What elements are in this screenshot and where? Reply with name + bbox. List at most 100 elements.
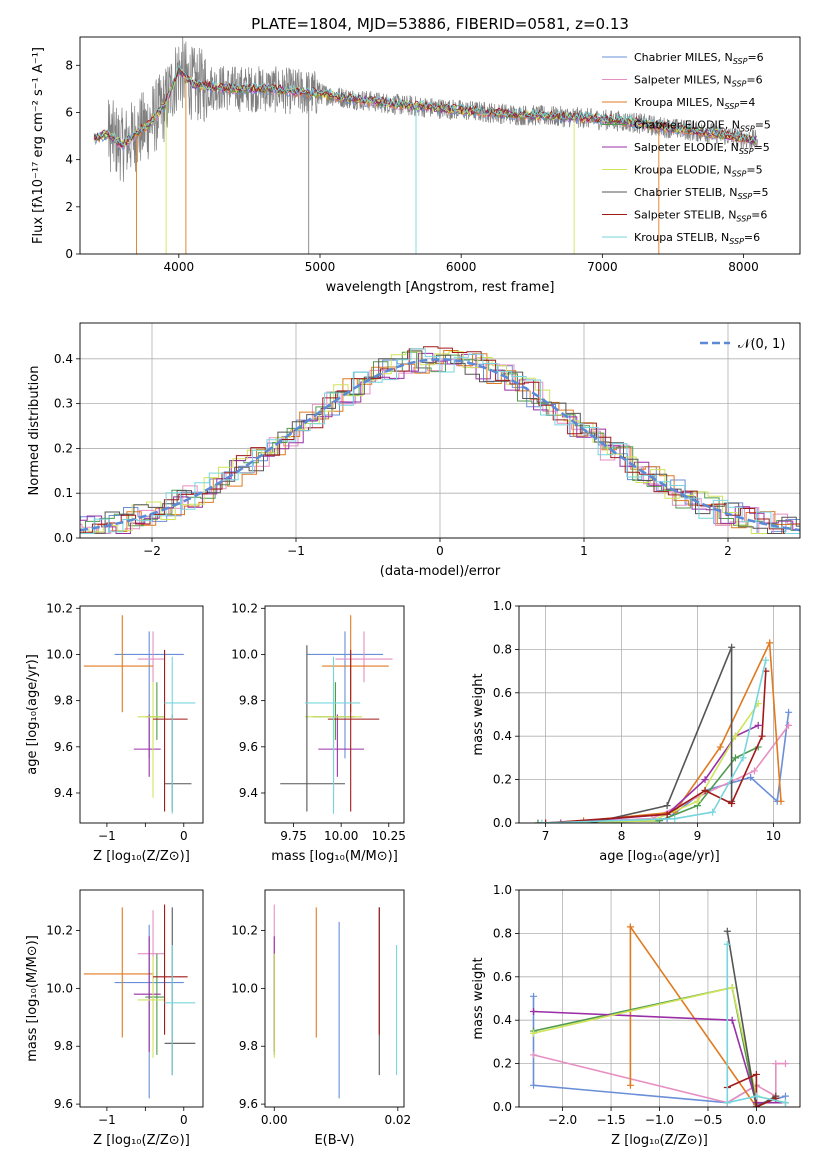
x-tick-label: 0 <box>180 829 188 843</box>
x-tick-label: −0.5 <box>693 1113 722 1127</box>
y-tick-label: 0.4 <box>54 352 73 366</box>
legend-entry-sub: SSP <box>740 125 755 134</box>
y-axis-label: Normed distribution <box>27 366 42 496</box>
weight-marker-chabrier-stelib <box>723 927 731 935</box>
weight-marker-kroupa-elodie <box>648 817 656 823</box>
gaussian-curve <box>80 358 800 532</box>
weight-marker-kroupa-elodie <box>530 1029 538 1037</box>
y-tick-label: 10.0 <box>46 981 73 995</box>
y-tick-label: 1.0 <box>493 599 512 613</box>
legend-entry-tail: =6 <box>751 209 767 222</box>
legend-entry-text: Salpeter STELIB, N <box>634 209 736 222</box>
mass_vs_ebv-errorbars <box>273 904 398 1099</box>
y-tick-label: 10.0 <box>231 647 258 661</box>
y-tick-label: 0.8 <box>493 642 512 656</box>
legend-entry-text: Salpeter ELODIE, N <box>634 141 739 154</box>
weight_vs_age-lines <box>534 639 793 823</box>
weight-marker-salpeter-elodie <box>530 1008 538 1016</box>
y-tick-label: 0.0 <box>54 531 73 545</box>
y-tick-label: 9.8 <box>54 1039 73 1053</box>
x-tick-label: 10 <box>766 829 781 843</box>
legend-entry-sub: SSP <box>733 57 748 66</box>
weight-marker-salpeter-elodie <box>728 1016 736 1024</box>
legend-entry-text: Chabrier ELODIE, N <box>634 119 740 132</box>
weight_vs_age-frame <box>518 605 801 824</box>
x-tick-label: 8000 <box>728 260 759 274</box>
legend-entry-sub: SSP <box>732 170 747 179</box>
histogram-salpeter-elodie <box>80 352 800 534</box>
age_vs_Z-axes: −1 0 9.4 9.6 9.8 10.0 10.2 Z [log₁₀(Z/Z⊙)] age [… <box>25 601 190 864</box>
y-tick-label: 0.2 <box>493 773 512 787</box>
y-axis-label: mass weight <box>471 673 486 755</box>
age_vs_mass-axes: 9.75 10.00 10.25 9.4 9.6 9.8 10.0 10.2 mass [log… <box>231 601 406 864</box>
weight-marker-kroupa-miles <box>626 1081 634 1089</box>
model-spectrum-kroupa-stelib <box>93 64 757 146</box>
x-tick-label: 7000 <box>587 260 618 274</box>
spectrum-title: PLATE=1804, MJD=53886, FIBERID=0581, z=0… <box>251 15 629 33</box>
weight-marker-kroupa-stelib <box>671 815 679 823</box>
x-tick-label: 10.00 <box>324 829 358 843</box>
age_vs_Z-frame <box>79 605 204 824</box>
x-tick-label: 8 <box>618 829 626 843</box>
legend-entry: Salpeter ELODIE, NSSP=5 <box>634 141 770 156</box>
x-tick-label: 0.02 <box>384 1113 411 1127</box>
legend-entry: Chabrier MILES, NSSP=6 <box>634 51 764 66</box>
weight-marker-salpeter-stelib <box>542 819 550 823</box>
y-tick-label: 0.6 <box>493 686 512 700</box>
legend-entry-sub: SSP <box>732 80 747 89</box>
legend-entry-tail: =5 <box>746 164 762 177</box>
weight-marker-salpeter-elodie <box>557 819 565 823</box>
legend-entry-tail: =4 <box>739 96 755 109</box>
mass_vs_ebv-axes: 0.00 0.02 9.6 9.8 10.0 10.2 E(B-V) <box>231 924 411 1148</box>
age_vs_Z-errorbars <box>83 615 196 814</box>
x-axis-label: (data-model)/error <box>380 564 501 579</box>
y-axis-label: age [log₁₀(age/yr)] <box>25 654 40 775</box>
y-tick-label: 9.8 <box>239 1039 258 1053</box>
x-tick-label: −1 <box>287 544 305 558</box>
y-tick-label: 9.6 <box>239 1097 258 1111</box>
legend-entry: Chabrier STELIB, NSSP=5 <box>634 186 768 201</box>
x-tick-label: 5000 <box>305 260 336 274</box>
legend-entry-text: Kroupa ELODIE, N <box>634 164 732 177</box>
weight_vs_Z-lines <box>530 923 789 1107</box>
x-axis-label: mass [log₁₀(M/M⊙)] <box>271 849 398 864</box>
weight-marker-salpeter-elodie <box>754 721 762 729</box>
histogram-salpeter-stelib <box>80 346 800 534</box>
y-tick-label: 0.0 <box>493 816 512 830</box>
x-tick-label: 0.0 <box>747 1113 766 1127</box>
y-tick-label: 0.8 <box>493 926 512 940</box>
x-axis-label: E(B-V) <box>314 1133 354 1148</box>
x-tick-label: 9 <box>694 829 702 843</box>
weight-marker-kroupa-stelib <box>723 940 731 948</box>
weight-line-salpeter-stelib <box>726 1073 777 1107</box>
x-tick-label: 0 <box>436 544 444 558</box>
weight-marker-salpeter-stelib <box>701 786 709 794</box>
weight-marker-salpeter-elodie <box>701 776 709 784</box>
x-tick-label: 7 <box>542 829 550 843</box>
y-tick-label: 1.0 <box>493 883 512 897</box>
weight-marker-kroupa-elodie <box>693 797 701 805</box>
y-axis-label: mass weight <box>471 957 486 1039</box>
weight-marker-chabrier-miles <box>785 708 793 716</box>
y-tick-label: 0.3 <box>54 397 73 411</box>
y-tick-label: 6 <box>65 105 73 119</box>
y-tick-label: 9.8 <box>54 694 73 708</box>
histogram-chabrier-elodie <box>80 351 800 534</box>
legend-entry-sub: SSP <box>724 102 739 111</box>
y-tick-label: 0.4 <box>493 1013 512 1027</box>
legend-entry-sub: SSP <box>739 147 754 156</box>
weight-marker-salpeter-stelib <box>752 1070 760 1078</box>
x-tick-label: 1 <box>580 544 588 558</box>
x-tick-label: 4000 <box>164 260 195 274</box>
y-tick-label: 9.6 <box>54 740 73 754</box>
x-tick-label: 6000 <box>446 260 477 274</box>
y-tick-label: 10.2 <box>46 924 73 938</box>
weight-marker-kroupa-stelib <box>723 1099 731 1107</box>
y-tick-label: 10.2 <box>231 601 258 615</box>
legend-entry-text: Chabrier MILES, N <box>634 51 733 64</box>
legend-entry-tail: =6 <box>744 231 760 244</box>
y-axis-label: Flux [fλ10⁻¹⁷ erg cm⁻² s⁻¹ A⁻¹] <box>31 47 46 244</box>
y-tick-label: 0 <box>65 247 73 261</box>
weight-marker-chabrier-elodie <box>534 819 542 823</box>
y-tick-label: 9.6 <box>54 1097 73 1111</box>
